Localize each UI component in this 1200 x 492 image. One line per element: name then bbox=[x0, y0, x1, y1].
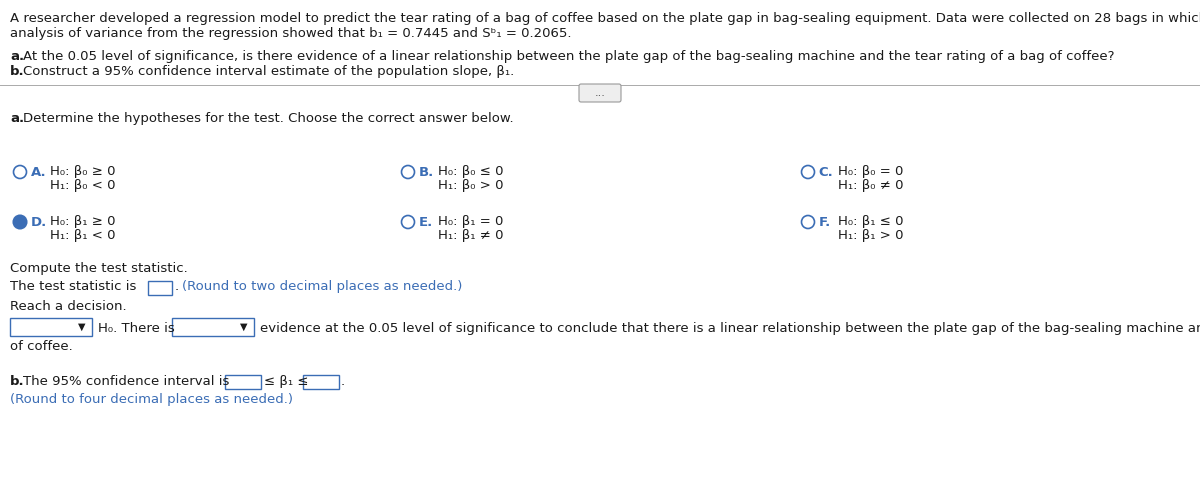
Text: D.: D. bbox=[30, 216, 47, 229]
FancyBboxPatch shape bbox=[10, 318, 92, 336]
Text: H₁: β₀ > 0: H₁: β₀ > 0 bbox=[438, 179, 504, 192]
FancyBboxPatch shape bbox=[580, 84, 622, 102]
Text: H₁: β₀ ≠ 0: H₁: β₀ ≠ 0 bbox=[839, 179, 904, 192]
Text: B.: B. bbox=[419, 166, 433, 179]
FancyBboxPatch shape bbox=[302, 375, 340, 389]
Text: ≤ β₁ ≤: ≤ β₁ ≤ bbox=[264, 375, 308, 388]
Text: evidence at the 0.05 level of significance to conclude that there is a linear re: evidence at the 0.05 level of significan… bbox=[260, 322, 1200, 335]
Text: H₁: β₁ > 0: H₁: β₁ > 0 bbox=[839, 229, 904, 242]
Text: H₁: β₁ ≠ 0: H₁: β₁ ≠ 0 bbox=[438, 229, 504, 242]
Text: a.: a. bbox=[10, 112, 24, 125]
Text: .: . bbox=[341, 375, 346, 388]
Text: H₀: β₁ ≥ 0: H₀: β₁ ≥ 0 bbox=[50, 215, 116, 228]
Text: b.: b. bbox=[10, 65, 25, 78]
Text: H₀: β₁ ≤ 0: H₀: β₁ ≤ 0 bbox=[839, 215, 904, 228]
Text: The 95% confidence interval is: The 95% confidence interval is bbox=[23, 375, 229, 388]
Text: analysis of variance from the regression showed that b₁ = 0.7445 and Sᵇ₁ = 0.206: analysis of variance from the regression… bbox=[10, 27, 571, 40]
Circle shape bbox=[14, 216, 25, 227]
Text: H₀. There is: H₀. There is bbox=[98, 322, 175, 335]
Text: (Round to four decimal places as needed.): (Round to four decimal places as needed.… bbox=[10, 393, 293, 406]
Text: ▼: ▼ bbox=[78, 322, 85, 332]
Text: H₁: β₀ < 0: H₁: β₀ < 0 bbox=[50, 179, 116, 192]
Text: A.: A. bbox=[30, 166, 46, 179]
Text: C.: C. bbox=[818, 166, 833, 179]
Text: Compute the test statistic.: Compute the test statistic. bbox=[10, 262, 187, 275]
Text: Determine the hypotheses for the test. Choose the correct answer below.: Determine the hypotheses for the test. C… bbox=[23, 112, 514, 125]
Text: Reach a decision.: Reach a decision. bbox=[10, 300, 127, 313]
FancyBboxPatch shape bbox=[226, 375, 262, 389]
Text: ▼: ▼ bbox=[240, 322, 247, 332]
FancyBboxPatch shape bbox=[148, 281, 172, 295]
Text: E.: E. bbox=[419, 216, 433, 229]
Text: F.: F. bbox=[818, 216, 830, 229]
Text: At the 0.05 level of significance, is there evidence of a linear relationship be: At the 0.05 level of significance, is th… bbox=[23, 50, 1115, 63]
Text: .: . bbox=[175, 280, 184, 293]
Text: H₀: β₀ ≤ 0: H₀: β₀ ≤ 0 bbox=[438, 165, 504, 178]
Text: Construct a 95% confidence interval estimate of the population slope, β₁.: Construct a 95% confidence interval esti… bbox=[23, 65, 515, 78]
Text: a.: a. bbox=[10, 50, 24, 63]
Text: H₀: β₀ ≥ 0: H₀: β₀ ≥ 0 bbox=[50, 165, 116, 178]
Text: b.: b. bbox=[10, 375, 25, 388]
Text: H₁: β₁ < 0: H₁: β₁ < 0 bbox=[50, 229, 116, 242]
Text: A researcher developed a regression model to predict the tear rating of a bag of: A researcher developed a regression mode… bbox=[10, 12, 1200, 25]
Text: H₀: β₁ = 0: H₀: β₁ = 0 bbox=[438, 215, 504, 228]
Text: of coffee.: of coffee. bbox=[10, 340, 73, 353]
FancyBboxPatch shape bbox=[172, 318, 254, 336]
Text: ...: ... bbox=[594, 88, 606, 98]
Text: The test statistic is: The test statistic is bbox=[10, 280, 137, 293]
Text: (Round to two decimal places as needed.): (Round to two decimal places as needed.) bbox=[182, 280, 462, 293]
Text: H₀: β₀ = 0: H₀: β₀ = 0 bbox=[839, 165, 904, 178]
